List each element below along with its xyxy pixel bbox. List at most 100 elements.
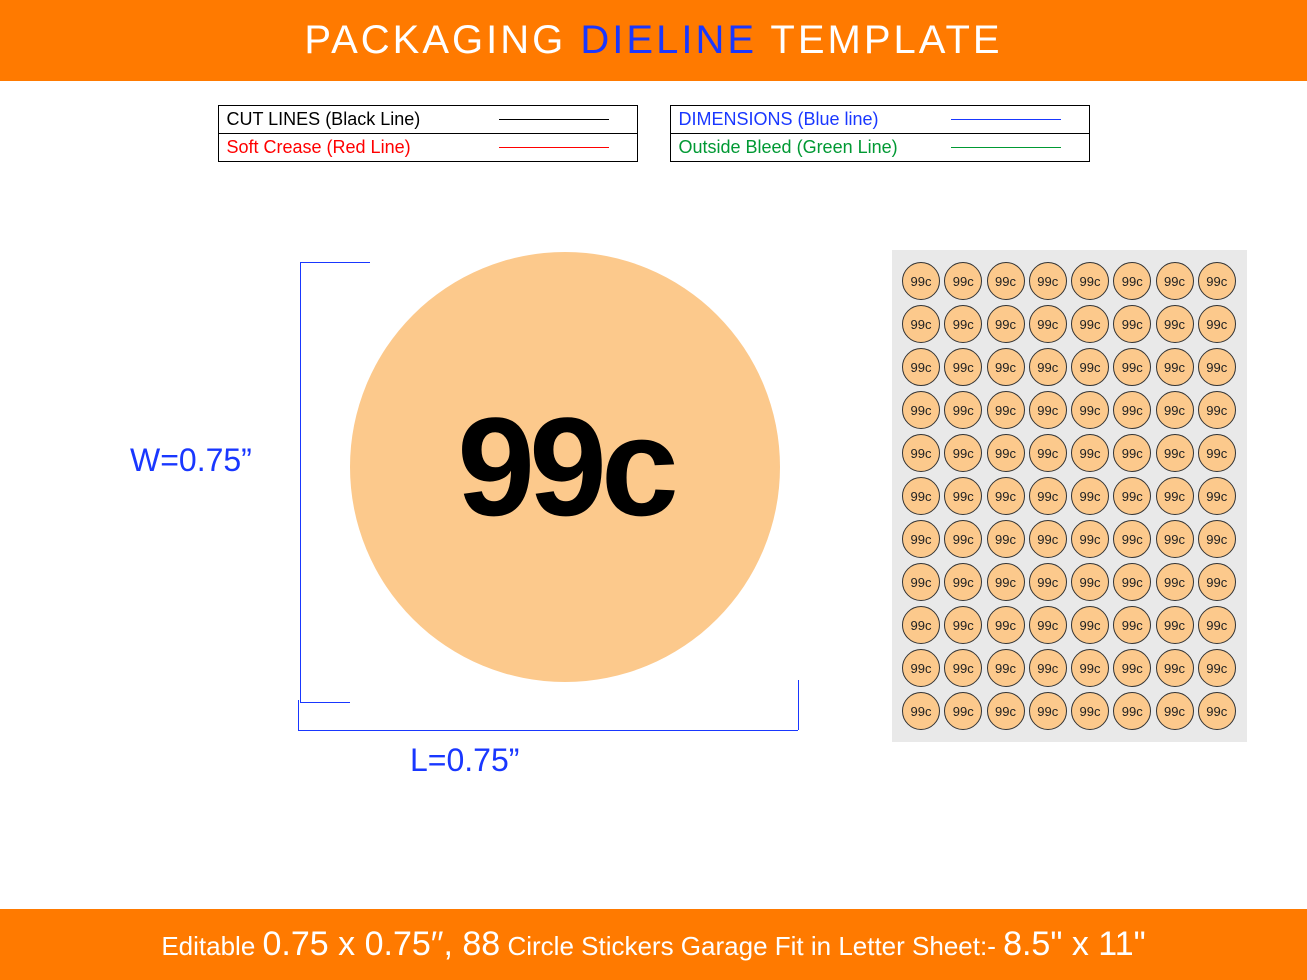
sticker-small: 99c [1198,692,1236,730]
footer-sheet-size: 8.5" x 11" [1003,925,1146,963]
sticker-small: 99c [1071,305,1109,343]
sticker-small: 99c [902,391,940,429]
sticker-small: 99c [944,649,982,687]
footer-mid: Circle Stickers Garage Fit in Letter She… [507,931,1003,961]
sticker-small: 99c [1198,391,1236,429]
content-area: 99c W=0.75” L=0.75” 99c99c99c99c99c99c99… [0,162,1307,822]
dim-l-left-tick [298,700,299,730]
header-word1: PACKAGING [304,18,566,62]
sticker-small: 99c [902,348,940,386]
legend-container: CUT LINES (Black Line) Soft Crease (Red … [0,105,1307,162]
header-title: PACKAGING DIELINE TEMPLATE [0,18,1307,63]
sticker-small: 99c [987,434,1025,472]
sticker-small: 99c [987,520,1025,558]
sticker-small: 99c [987,305,1025,343]
sticker-small: 99c [1071,520,1109,558]
sticker-small: 99c [1198,649,1236,687]
sticker-small: 99c [987,606,1025,644]
sticker-small: 99c [902,563,940,601]
sticker-small: 99c [902,520,940,558]
footer-bar: Editable 0.75 x 0.75′′, 88 Circle Sticke… [0,909,1307,980]
sticker-small: 99c [1029,477,1067,515]
sticker-small: 99c [1156,692,1194,730]
sticker-small: 99c [1113,391,1151,429]
sticker-small: 99c [1071,434,1109,472]
sticker-small: 99c [1029,262,1067,300]
dimension-l-label: L=0.75” [410,742,519,779]
sticker-small: 99c [1071,262,1109,300]
legend-label: Soft Crease (Red Line) [227,137,499,158]
sticker-small: 99c [902,434,940,472]
sticker-small: 99c [1156,348,1194,386]
legend-line [951,119,1061,120]
sticker-small: 99c [1029,692,1067,730]
sticker-small: 99c [944,434,982,472]
sticker-small: 99c [902,692,940,730]
sticker-small: 99c [1071,692,1109,730]
sticker-small: 99c [1029,391,1067,429]
dimension-w-label: W=0.75” [130,442,252,479]
dim-w-bottom-tick [300,702,350,703]
sticker-small: 99c [987,348,1025,386]
sticker-small: 99c [1113,606,1151,644]
legend-line [499,147,609,148]
sticker-small: 99c [1156,434,1194,472]
sticker-small: 99c [944,262,982,300]
sticker-small: 99c [1113,649,1151,687]
sticker-sheet: 99c99c99c99c99c99c99c99c99c99c99c99c99c9… [892,250,1247,742]
sticker-small: 99c [1113,692,1151,730]
dim-w-top-tick [300,262,370,263]
sticker-small: 99c [1029,563,1067,601]
legend-box-left: CUT LINES (Black Line) Soft Crease (Red … [218,105,638,162]
dim-l-right-tick [798,680,799,730]
sticker-small: 99c [1198,348,1236,386]
sticker-small: 99c [1071,563,1109,601]
sticker-small: 99c [1198,520,1236,558]
footer-prefix: Editable [161,931,262,961]
legend-line [951,147,1061,148]
legend-box-right: DIMENSIONS (Blue line) Outside Bleed (Gr… [670,105,1090,162]
sticker-small: 99c [1156,606,1194,644]
sticker-small: 99c [1156,305,1194,343]
sticker-small: 99c [902,262,940,300]
sticker-small: 99c [902,305,940,343]
sticker-small: 99c [1113,563,1151,601]
sticker-small: 99c [1113,348,1151,386]
sticker-small: 99c [1071,348,1109,386]
legend-line [499,119,609,120]
sticker-small: 99c [1156,520,1194,558]
sticker-small: 99c [1156,563,1194,601]
sticker-small: 99c [1113,262,1151,300]
dim-l-horizontal [298,730,798,731]
header-word2: DIELINE [580,18,757,62]
diagram-area: 99c W=0.75” L=0.75” [60,222,820,822]
sticker-small: 99c [1113,434,1151,472]
sticker-small: 99c [944,348,982,386]
sticker-small: 99c [987,649,1025,687]
sticker-small: 99c [1198,563,1236,601]
sticker-small: 99c [1029,305,1067,343]
sticker-small: 99c [902,649,940,687]
sticker-small: 99c [1156,649,1194,687]
sticker-small: 99c [1071,606,1109,644]
sticker-small: 99c [1029,348,1067,386]
dim-w-vertical [300,262,301,702]
legend-row: CUT LINES (Black Line) [219,106,637,133]
sticker-small: 99c [1198,262,1236,300]
sticker-small: 99c [987,692,1025,730]
footer-size: 0.75 x 0.75′′, 88 [263,925,501,963]
sticker-small: 99c [1029,649,1067,687]
sticker-small: 99c [944,606,982,644]
sticker-small: 99c [1156,391,1194,429]
header-word3: TEMPLATE [770,18,1002,62]
sticker-small: 99c [944,391,982,429]
sticker-small: 99c [1198,606,1236,644]
header-bar: PACKAGING DIELINE TEMPLATE [0,0,1307,81]
legend-label: DIMENSIONS (Blue line) [679,109,951,130]
sticker-small: 99c [1029,434,1067,472]
sticker-small: 99c [987,563,1025,601]
sticker-small: 99c [1113,520,1151,558]
sticker-small: 99c [944,563,982,601]
sticker-small: 99c [1156,262,1194,300]
sticker-small: 99c [1198,477,1236,515]
